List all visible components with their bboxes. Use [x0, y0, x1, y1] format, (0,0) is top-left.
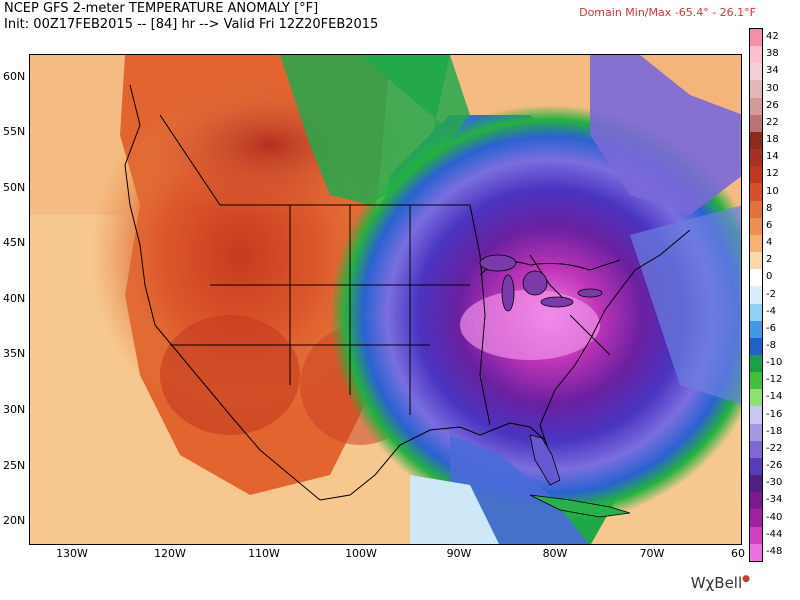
colorbar-swatch [750, 440, 762, 458]
colorbar-swatch [750, 217, 762, 235]
colorbar-swatch [750, 80, 762, 98]
lon-label: 90W [446, 547, 472, 560]
lon-label: 60 [731, 547, 745, 560]
colorbar-label: 22 [766, 116, 779, 128]
colorbar-label: -12 [766, 374, 783, 386]
lat-label: 50N [3, 181, 26, 194]
colorbar-swatch [750, 492, 762, 510]
map-title: NCEP GFS 2-meter TEMPERATURE ANOMALY [°F… [4, 1, 319, 16]
lat-label: 60N [3, 70, 26, 83]
lat-label: 35N [3, 347, 26, 360]
colorbar-swatch [750, 97, 762, 115]
lon-label: 70W [639, 547, 665, 560]
lon-label: 120W [154, 547, 186, 560]
lat-label: 30N [3, 403, 26, 416]
colorbar-label: -18 [766, 425, 783, 437]
colorbar-label: -2 [766, 288, 776, 300]
colorbar-swatch [750, 200, 762, 218]
colorbar-swatch [750, 372, 762, 390]
colorbar-swatch [750, 337, 762, 355]
colorbar-label: -16 [766, 408, 783, 420]
colorbar-swatch [750, 269, 762, 287]
colorbar-swatch [750, 29, 762, 47]
domain-minmax: Domain Min/Max -65.4° - 26.1°F [579, 6, 756, 19]
colorbar-label: 2 [766, 254, 773, 266]
colorbar-swatch [750, 423, 762, 441]
colorbar-swatch [750, 252, 762, 270]
lat-label: 40N [3, 292, 26, 305]
lon-label: 100W [345, 547, 377, 560]
colorbar-swatch [750, 354, 762, 373]
lat-label: 45N [3, 236, 26, 249]
colorbar-label: -48 [766, 545, 783, 557]
colorbar-swatch [750, 303, 762, 321]
lon-label: 130W [56, 547, 88, 560]
colorbar-swatch [750, 543, 762, 561]
colorbar-label: -44 [766, 528, 783, 540]
colorbar-swatch [750, 234, 762, 253]
colorbar-label: 26 [766, 99, 779, 111]
colorbar-label: -10 [766, 357, 783, 369]
colorbar-label: 12 [766, 168, 779, 180]
colorbar-label: -14 [766, 391, 783, 403]
colorbar-swatch [750, 457, 762, 476]
lat-label: 55N [3, 125, 26, 138]
lat-label: 25N [3, 459, 26, 472]
map-subtitle: Init: 00Z17FEB2015 -- [84] hr --> Valid … [4, 17, 379, 32]
colorbar-label: 38 [766, 48, 779, 60]
colorbar-swatch [750, 114, 762, 132]
colorbar-swatch [750, 526, 762, 544]
colorbar-swatch [750, 286, 762, 304]
colorbar-swatch [750, 149, 762, 167]
colorbar-swatch [750, 475, 762, 493]
colorbar-swatch [750, 389, 762, 407]
colorbar-label: -40 [766, 511, 783, 523]
colorbar-label: -22 [766, 442, 783, 454]
colorbar-label: 42 [766, 31, 779, 43]
colorbar-label: 14 [766, 151, 779, 163]
colorbar-swatch [750, 131, 762, 150]
colorbar-label: 10 [766, 185, 779, 197]
colorbar-label: 8 [766, 202, 773, 214]
lat-label: 20N [3, 514, 26, 527]
colorbar-swatch [750, 46, 762, 64]
colorbar-swatch [750, 320, 762, 338]
colorbar-swatch [750, 406, 762, 424]
colorbar-label: -26 [766, 460, 783, 472]
colorbar-label: -4 [766, 305, 776, 317]
lon-label: 80W [542, 547, 568, 560]
colorbar-swatch [750, 183, 762, 201]
colorbar-swatch [750, 509, 762, 527]
colorbar-label: -8 [766, 339, 776, 351]
colorbar-label: 0 [766, 271, 773, 283]
colorbar-label: 6 [766, 219, 773, 231]
colorbar-label: 18 [766, 134, 779, 146]
wxbell-logo: WχBell● [690, 574, 750, 592]
colorbar-label: 34 [766, 65, 779, 77]
colorbar-label: -30 [766, 477, 783, 489]
colorbar-label: -34 [766, 494, 783, 506]
anomaly-map [29, 54, 742, 545]
colorbar [749, 28, 763, 562]
colorbar-label: 4 [766, 237, 773, 249]
colorbar-swatch [750, 166, 762, 184]
colorbar-label: -6 [766, 322, 776, 334]
colorbar-swatch [750, 63, 762, 81]
colorbar-label: 30 [766, 82, 779, 94]
lon-label: 110W [248, 547, 280, 560]
